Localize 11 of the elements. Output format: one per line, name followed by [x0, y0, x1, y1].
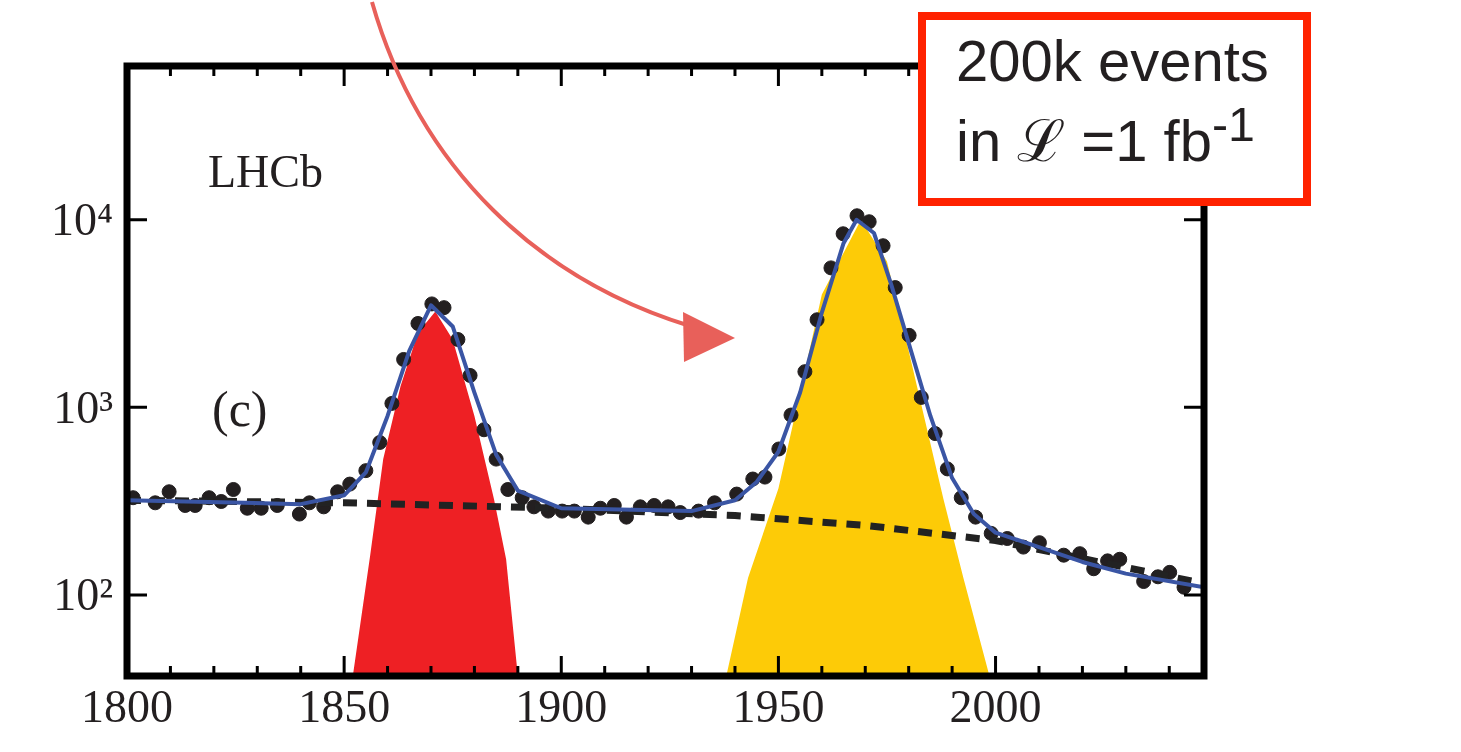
x-tick-label: 1950 — [732, 680, 825, 732]
annotation: (c) — [212, 380, 268, 438]
y-tick-label: 10³ — [53, 381, 113, 433]
y-tick-label: 10⁴ — [50, 194, 113, 246]
annotation: 200k events in ℒ =1 fb$^{-1}$ — [918, 12, 1311, 206]
x-tick-label: 1800 — [81, 680, 173, 732]
annotation: LHCb — [208, 145, 323, 198]
y-tick-label: 10² — [53, 569, 113, 621]
x-tick-label: 1850 — [298, 680, 391, 732]
x-tick-label: 2000 — [949, 680, 1042, 732]
x-tick-label: 1900 — [515, 680, 608, 732]
